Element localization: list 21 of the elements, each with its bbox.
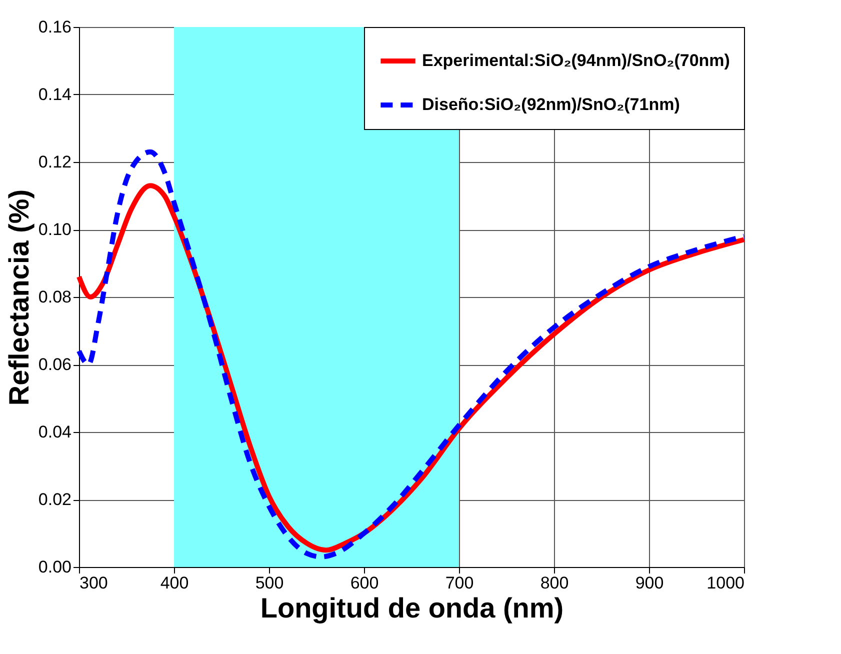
- y-tick-label: 0.04: [38, 422, 72, 442]
- y-tick-label: 0.06: [38, 355, 72, 374]
- x-tick-label: 900: [635, 574, 664, 592]
- y-tick-label: 0.02: [38, 490, 72, 509]
- y-tick-label: 0.10: [38, 220, 72, 239]
- y-tick-label: 0.12: [38, 152, 72, 172]
- x-tick-label: 700: [445, 574, 474, 592]
- x-tick-label: 1000: [706, 574, 744, 592]
- y-tick-label: 0.08: [38, 288, 72, 306]
- x-tick-label: 300: [80, 574, 108, 592]
- x-tick-label: 800: [540, 574, 569, 592]
- legend-label: Experimental:SiO₂(94nm)/SnO₂(70nm): [422, 51, 730, 70]
- x-tick-label: 500: [255, 574, 284, 592]
- y-tick-label: 0.00: [38, 558, 72, 576]
- legend-label: Diseño:SiO₂(92nm)/SnO₂(71nm): [422, 95, 680, 114]
- y-tick-label: 0.16: [38, 18, 72, 36]
- x-tick-label: 600: [350, 574, 379, 592]
- y-axis-title: Reflectancia (%): [3, 189, 34, 406]
- x-axis-title: Longitud de onda (nm): [260, 592, 564, 624]
- x-tick-label: 400: [160, 574, 189, 592]
- y-tick-label: 0.14: [38, 85, 72, 104]
